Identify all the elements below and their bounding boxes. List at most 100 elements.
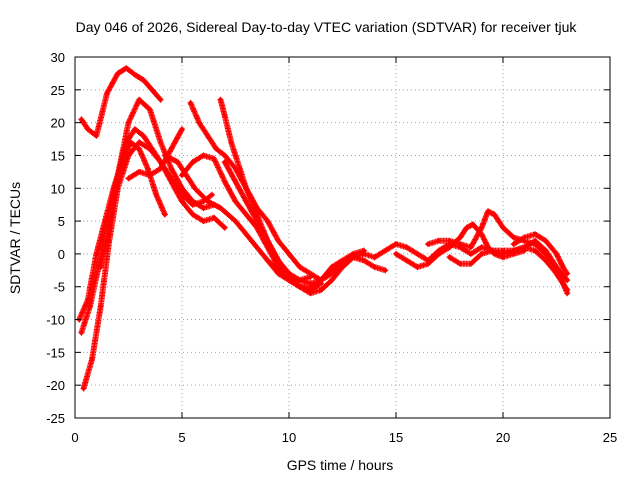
data-point <box>94 251 99 257</box>
x-tick-label: 25 <box>603 430 617 445</box>
data-point <box>532 232 538 237</box>
data-point <box>565 271 570 276</box>
data-point <box>532 238 538 243</box>
data-point <box>543 238 548 243</box>
data-point <box>297 277 302 283</box>
data-point <box>214 146 219 152</box>
y-tick-label: -15 <box>46 345 65 360</box>
data-point <box>79 117 84 122</box>
data-point <box>79 330 84 335</box>
data-point <box>425 261 431 266</box>
data-point <box>201 205 206 211</box>
y-tick-label: 20 <box>51 116 65 131</box>
data-point <box>265 218 270 224</box>
series-satellite-track-9 <box>161 152 325 293</box>
data-point <box>543 248 548 253</box>
data-point <box>361 258 367 263</box>
data-point <box>383 248 388 253</box>
data-point <box>425 241 431 247</box>
data-point <box>485 245 491 250</box>
data-point <box>179 192 185 198</box>
data-point <box>107 225 112 230</box>
data-point <box>244 186 249 191</box>
data-point <box>237 166 242 171</box>
y-tick-label: -20 <box>46 378 65 393</box>
data-point <box>209 192 215 198</box>
data-point <box>329 277 334 283</box>
data-point <box>436 251 441 257</box>
grid-lines <box>75 57 610 418</box>
data-point <box>415 264 420 270</box>
data-point <box>158 166 163 171</box>
data-point <box>318 277 324 283</box>
data-point <box>554 264 559 270</box>
data-point <box>340 258 345 263</box>
data-point <box>447 238 452 243</box>
data-point <box>468 245 474 250</box>
data-point <box>265 238 270 243</box>
data-point <box>218 205 223 211</box>
data-point <box>222 153 227 158</box>
data-point <box>222 225 227 230</box>
data-point <box>85 297 91 303</box>
data-point <box>511 248 516 253</box>
data-point <box>276 258 281 263</box>
data-point <box>169 166 174 171</box>
data-point <box>87 304 93 309</box>
data-point <box>154 192 159 198</box>
x-tick-label: 0 <box>71 430 78 445</box>
y-tick-label: 5 <box>58 214 65 229</box>
data-point <box>201 218 206 224</box>
x-tick-label: 15 <box>389 430 403 445</box>
data-point <box>447 254 452 260</box>
data-point <box>308 274 313 280</box>
data-point <box>351 251 356 257</box>
data-point <box>254 218 260 224</box>
data-point <box>158 97 163 102</box>
data-point <box>447 245 452 250</box>
data-point <box>154 153 159 158</box>
data-point <box>254 245 260 250</box>
data-point <box>81 386 86 391</box>
data-point <box>383 268 388 273</box>
data-point <box>190 159 195 165</box>
data-point <box>500 225 506 230</box>
data-point <box>190 212 195 217</box>
data-point <box>565 277 570 283</box>
data-point <box>308 281 313 286</box>
data-point <box>147 172 153 178</box>
data-point <box>94 133 99 138</box>
data-point <box>436 238 441 243</box>
data-point <box>141 77 146 83</box>
data-point <box>404 258 409 263</box>
data-point <box>192 186 198 191</box>
series-satellite-track-16 <box>446 237 571 297</box>
data-point <box>158 140 163 145</box>
y-tick-label: 0 <box>58 247 65 262</box>
data-point <box>244 199 249 204</box>
data-point <box>104 90 110 96</box>
data-point <box>162 153 168 158</box>
y-tick-label: -25 <box>46 411 65 426</box>
data-point <box>318 287 324 293</box>
series-satellite-track-1 <box>78 65 164 139</box>
data-point <box>470 222 476 227</box>
y-tick-label: 30 <box>51 50 65 65</box>
data-point <box>137 97 142 102</box>
data-point <box>244 232 249 237</box>
y-tick-label: 10 <box>51 181 65 196</box>
series-satellite-track-5 <box>97 96 218 270</box>
data-point <box>229 140 234 145</box>
data-point <box>490 248 495 253</box>
data-point <box>543 258 548 263</box>
data-point <box>485 209 491 214</box>
data-point <box>128 140 133 145</box>
data-point <box>522 235 527 240</box>
data-point <box>126 120 131 125</box>
data-point <box>479 245 484 250</box>
data-point <box>372 254 377 260</box>
y-axis-label: SDTVAR / TECUs <box>7 182 23 294</box>
data-point <box>184 172 189 178</box>
data-point <box>132 127 138 132</box>
data-point <box>464 225 469 230</box>
